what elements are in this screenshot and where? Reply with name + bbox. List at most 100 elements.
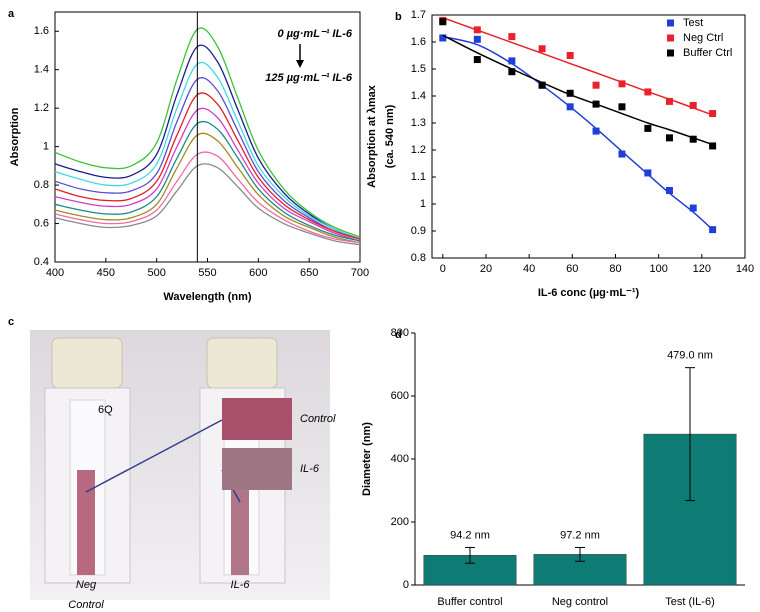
legend-swatch — [667, 34, 674, 42]
panel-label: a — [8, 8, 15, 20]
x-tick-label: 650 — [300, 267, 318, 279]
spectrum-line — [54, 92, 361, 240]
y-tick-label: 1.2 — [34, 102, 49, 114]
annotation-arrowhead — [296, 60, 304, 68]
data-point — [439, 34, 447, 42]
x-tick-label: 140 — [736, 263, 754, 275]
x-tick-label: 20 — [480, 263, 492, 275]
panel-label: b — [395, 11, 402, 23]
legend-label: Buffer Ctrl — [683, 47, 732, 59]
x-tick-label: 0 — [440, 263, 446, 275]
data-point — [709, 110, 717, 118]
y-axis-label: Absorption at λmax — [366, 84, 378, 188]
data-point — [644, 124, 652, 132]
x-tick-label: 40 — [523, 263, 535, 275]
x-tick-label: 120 — [693, 263, 711, 275]
annotation: 125 µg·mL⁻¹ IL-6 — [265, 72, 353, 84]
value-label: 97.2 nm — [560, 529, 600, 541]
data-point — [644, 88, 652, 96]
cuvette-mark: 6Q — [98, 404, 113, 416]
error-bar — [685, 367, 695, 502]
panel-label: d — [395, 329, 402, 341]
y-axis-label: (ca. 540 nm) — [384, 104, 396, 168]
data-point — [618, 103, 626, 111]
y-tick-label: 1.3 — [411, 117, 426, 129]
y-tick-label: 400 — [391, 453, 409, 465]
x-tick-label: 500 — [147, 267, 165, 279]
data-point — [473, 26, 481, 34]
spectrum-line — [54, 120, 361, 242]
annotation: 0 µg·mL⁻¹ IL-6 — [278, 28, 353, 40]
spectrum-line — [54, 132, 361, 244]
y-tick-label: 0.8 — [411, 252, 426, 264]
cuvette-label: Control — [68, 599, 104, 611]
y-axis-label: Diameter (nm) — [361, 422, 373, 496]
data-point — [665, 97, 673, 105]
y-tick-label: 0.8 — [34, 179, 49, 191]
data-point — [689, 101, 697, 109]
data-point — [538, 81, 546, 89]
data-point — [665, 187, 673, 194]
y-tick-label: 800 — [391, 327, 409, 339]
x-tick-label: Test (IL-6) — [665, 596, 715, 608]
spectrum-line — [54, 107, 361, 242]
cuvette-label: IL-6 — [231, 579, 251, 591]
y-tick-label: 1 — [43, 141, 49, 153]
x-tick-label: Buffer control — [437, 596, 502, 608]
x-tick-label: 550 — [198, 267, 216, 279]
swatch-label: IL-6 — [300, 463, 320, 475]
data-point — [592, 81, 600, 89]
spectrum-line — [54, 27, 361, 238]
data-point — [566, 52, 574, 59]
data-point — [618, 150, 626, 158]
color-swatch — [222, 398, 292, 440]
legend-label: Neg Ctrl — [683, 32, 723, 44]
data-point — [689, 135, 697, 143]
y-tick-label: 0.9 — [411, 225, 426, 237]
x-axis-label: IL-6 conc (µg·mL⁻¹) — [538, 287, 640, 299]
y-tick-label: 200 — [391, 516, 409, 528]
y-tick-label: 0.4 — [34, 256, 49, 268]
data-point — [592, 127, 600, 135]
data-point — [592, 100, 600, 108]
x-tick-label: 600 — [249, 267, 267, 279]
data-point — [644, 169, 652, 177]
data-point — [508, 68, 516, 76]
data-point — [709, 226, 717, 234]
spectrum-line — [54, 61, 361, 240]
data-point — [689, 204, 697, 212]
x-tick-label: 700 — [351, 267, 369, 279]
legend-label: Test — [683, 17, 703, 29]
swatch-label: Control — [300, 413, 336, 425]
y-tick-label: 0 — [403, 579, 409, 591]
cuvette-label: Neg — [76, 579, 97, 591]
data-point — [538, 45, 546, 53]
x-axis-label: Wavelength (nm) — [163, 291, 252, 303]
data-point — [508, 33, 516, 41]
value-label: 94.2 nm — [450, 529, 490, 541]
spectrum-line — [54, 44, 361, 240]
x-tick-label: 400 — [46, 267, 64, 279]
y-tick-label: 1.4 — [411, 90, 426, 102]
legend-swatch — [667, 49, 674, 57]
spectrum-line — [54, 151, 361, 244]
x-tick-label: 60 — [566, 263, 578, 275]
y-tick-label: 1.7 — [411, 9, 426, 21]
fit-line — [442, 16, 713, 116]
y-tick-label: 1.6 — [411, 36, 426, 48]
data-point — [439, 18, 447, 26]
data-point — [566, 89, 574, 97]
spectrum-line — [54, 77, 361, 240]
y-axis-label: Absorption — [9, 107, 21, 166]
x-tick-label: 450 — [97, 267, 115, 279]
y-tick-label: 1.5 — [411, 63, 426, 75]
x-tick-label: Neg control — [552, 596, 608, 608]
y-tick-label: 1 — [420, 198, 426, 210]
cuvette — [44, 337, 131, 584]
y-tick-label: 1.6 — [34, 25, 49, 37]
legend-swatch — [667, 19, 674, 27]
value-label: 479.0 nm — [667, 350, 713, 362]
error-bar — [465, 546, 475, 564]
